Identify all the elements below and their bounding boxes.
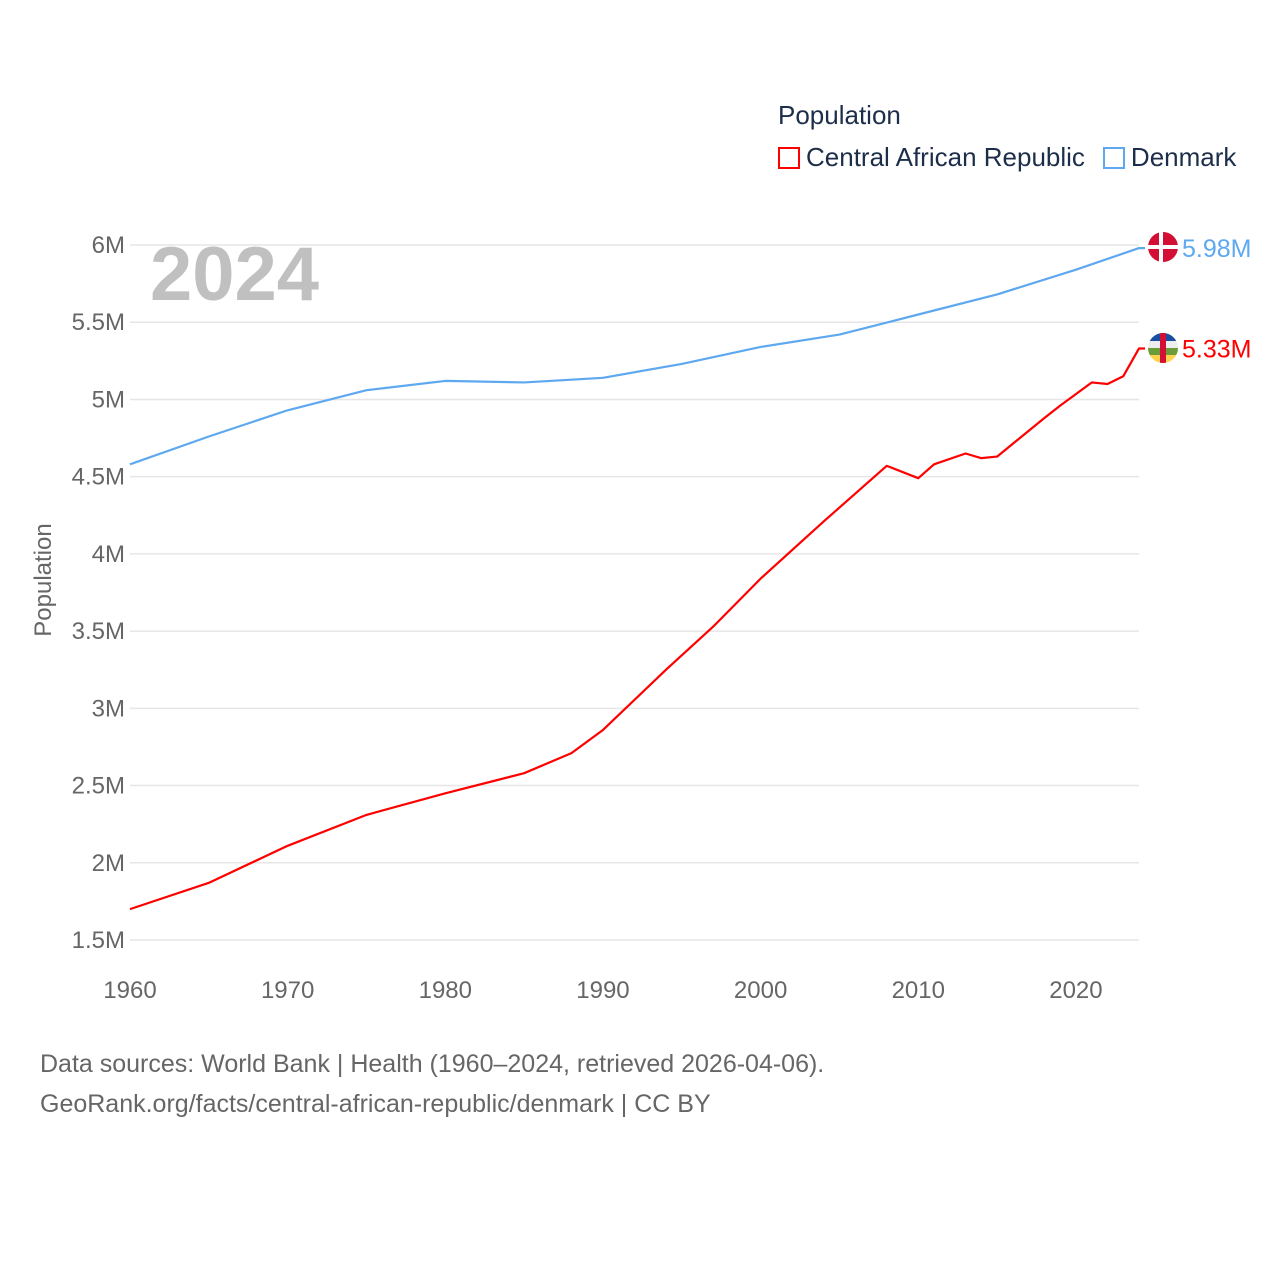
y-tick-label: 5M	[92, 386, 125, 413]
x-tick-label: 1960	[103, 977, 156, 1004]
y-tick-label: 3M	[92, 695, 125, 722]
footer: Data sources: World Bank | Health (1960–…	[40, 1044, 824, 1124]
x-tick-label: 2000	[734, 977, 787, 1004]
legend-item-denmark[interactable]: Denmark	[1102, 142, 1237, 173]
footer-link[interactable]: GeoRank.org/facts/central-african-republ…	[40, 1090, 711, 1118]
footer-sources: Data sources: World Bank | Health (1960–…	[40, 1050, 825, 1078]
legend-item-car[interactable]: Central African Republic	[778, 142, 1085, 173]
y-tick-label: 3.5M	[72, 618, 125, 645]
y-tick-label: 4M	[92, 541, 125, 568]
x-tick-label: 1990	[576, 977, 629, 1004]
y-tick-label: 5.5M	[72, 309, 125, 336]
legend-swatch	[778, 146, 800, 169]
series-line	[129, 246, 1145, 466]
end-value-label: 5.33M	[1182, 335, 1251, 363]
x-tick-label: 1970	[261, 977, 314, 1004]
y-tick-label: 2.5M	[72, 773, 125, 800]
year-watermark: 2024	[150, 232, 319, 317]
legend-title: Population	[778, 100, 901, 130]
legend-swatch	[1102, 146, 1125, 169]
x-tick-label: 1980	[419, 977, 472, 1004]
legend-label: Denmark	[1130, 142, 1237, 172]
y-tick-label: 2M	[92, 850, 125, 877]
x-tick-label: 2010	[892, 977, 945, 1004]
legend: Central African Republic Denmark	[778, 142, 1236, 173]
legend-label: Central African Republic	[806, 142, 1085, 172]
series-line	[129, 347, 1145, 911]
y-tick-label: 6M	[92, 232, 125, 259]
y-tick-label: 1.5M	[72, 927, 125, 954]
car-flag-icon	[1148, 333, 1178, 363]
y-axis-label: Population	[30, 523, 57, 636]
y-tick-label: 4.5M	[72, 464, 125, 491]
end-value-label: 5.98M	[1182, 235, 1251, 263]
x-tick-label: 2020	[1049, 977, 1102, 1004]
denmark-flag-icon	[1148, 232, 1178, 262]
